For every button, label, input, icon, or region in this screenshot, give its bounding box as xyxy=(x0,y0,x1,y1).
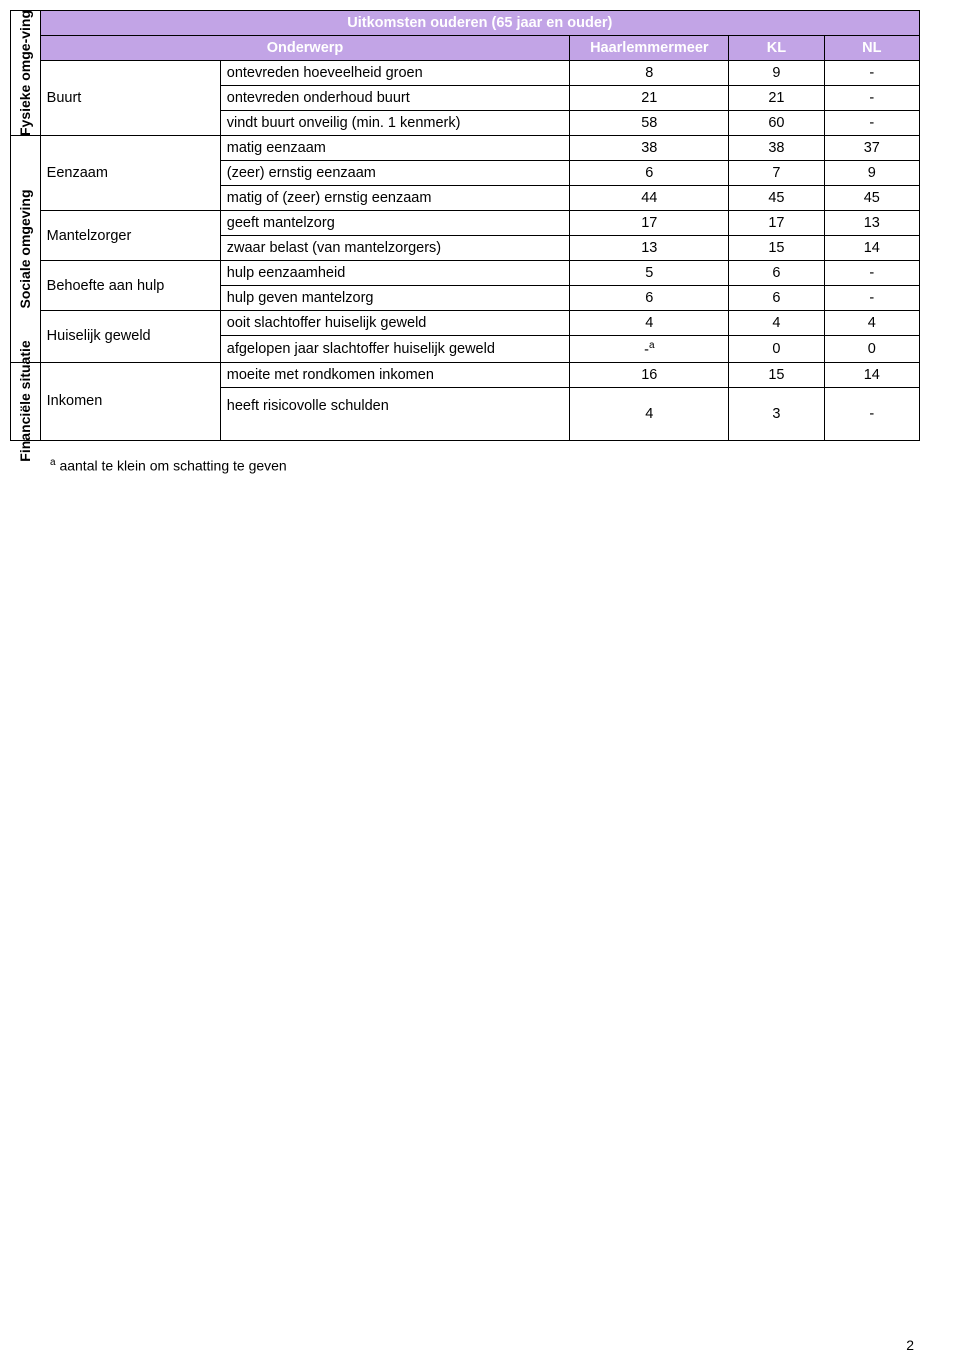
value-kl: 4 xyxy=(729,311,824,336)
value-h: 21 xyxy=(570,86,729,111)
category-financiele-label: Financiële situatie xyxy=(17,341,33,462)
value-nl: 14 xyxy=(824,362,919,387)
value-h: 4 xyxy=(570,387,729,440)
value-h: 5 xyxy=(570,261,729,286)
value-kl: 0 xyxy=(729,336,824,363)
table-title: Uitkomsten ouderen (65 jaar en ouder) xyxy=(40,11,919,36)
data-table: Fysieke omge-ving Uitkomsten ouderen (65… xyxy=(10,10,920,441)
header-haarlemmermeer: Haarlemmermeer xyxy=(570,36,729,61)
indicator-label: zwaar belast (van mantelzorgers) xyxy=(220,236,570,261)
category-fysieke-label: Fysieke omge-ving xyxy=(17,10,33,136)
indicator-label: hulp geven mantelzorg xyxy=(220,286,570,311)
indicator-label: heeft risicovolle schulden xyxy=(220,387,570,440)
category-financiele: Financiële situatie xyxy=(11,362,41,440)
indicator-label: ooit slachtoffer huiselijk geweld xyxy=(220,311,570,336)
header-nl: NL xyxy=(824,36,919,61)
category-sociale: Sociale omgeving xyxy=(11,136,41,363)
indicator-label: vindt buurt onveilig (min. 1 kenmerk) xyxy=(220,111,570,136)
value-h: 6 xyxy=(570,286,729,311)
value-nl: - xyxy=(824,286,919,311)
value-kl: 45 xyxy=(729,186,824,211)
value-kl: 9 xyxy=(729,61,824,86)
subject-mantelzorger: Mantelzorger xyxy=(40,211,220,261)
value-kl: 7 xyxy=(729,161,824,186)
value-h: 8 xyxy=(570,61,729,86)
footnote-text: aantal te klein om schatting te geven xyxy=(59,457,286,473)
value-nl: - xyxy=(824,261,919,286)
value-kl: 17 xyxy=(729,211,824,236)
subject-behoefte: Behoefte aan hulp xyxy=(40,261,220,311)
value-nl: 45 xyxy=(824,186,919,211)
indicator-label: ontevreden onderhoud buurt xyxy=(220,86,570,111)
value-nl: 37 xyxy=(824,136,919,161)
value-h: 58 xyxy=(570,111,729,136)
value-kl: 3 xyxy=(729,387,824,440)
value-nl: 14 xyxy=(824,236,919,261)
value-nl: - xyxy=(824,86,919,111)
value-h: 13 xyxy=(570,236,729,261)
indicator-label: matig eenzaam xyxy=(220,136,570,161)
indicator-label: (zeer) ernstig eenzaam xyxy=(220,161,570,186)
indicator-label: ontevreden hoeveelheid groen xyxy=(220,61,570,86)
indicator-label: geeft mantelzorg xyxy=(220,211,570,236)
value-kl: 15 xyxy=(729,236,824,261)
value-nl: 4 xyxy=(824,311,919,336)
subject-buurt: Buurt xyxy=(40,61,220,136)
value-h: 38 xyxy=(570,136,729,161)
indicator-label: moeite met rondkomen inkomen xyxy=(220,362,570,387)
value-nl: 0 xyxy=(824,336,919,363)
value-nl: - xyxy=(824,61,919,86)
value-kl: 6 xyxy=(729,286,824,311)
value-h: -a xyxy=(570,336,729,363)
footnote-marker: a xyxy=(50,457,56,468)
value-h: 44 xyxy=(570,186,729,211)
value-h: 4 xyxy=(570,311,729,336)
value-h: 17 xyxy=(570,211,729,236)
value-kl: 38 xyxy=(729,136,824,161)
value-h-sup: a xyxy=(649,340,655,351)
category-fysieke: Fysieke omge-ving xyxy=(11,11,41,136)
subject-eenzaam: Eenzaam xyxy=(40,136,220,211)
value-nl: 13 xyxy=(824,211,919,236)
footnote: a aantal te klein om schatting te geven xyxy=(50,457,920,474)
value-kl: 60 xyxy=(729,111,824,136)
value-nl: - xyxy=(824,111,919,136)
page: Fysieke omge-ving Uitkomsten ouderen (65… xyxy=(0,0,960,1367)
value-kl: 15 xyxy=(729,362,824,387)
value-nl: 9 xyxy=(824,161,919,186)
indicator-label: afgelopen jaar slachtoffer huiselijk gew… xyxy=(220,336,570,363)
value-h: 6 xyxy=(570,161,729,186)
page-number: 2 xyxy=(906,1337,914,1353)
subject-huiselijk: Huiselijk geweld xyxy=(40,311,220,363)
indicator-label: matig of (zeer) ernstig eenzaam xyxy=(220,186,570,211)
value-kl: 21 xyxy=(729,86,824,111)
category-sociale-label: Sociale omgeving xyxy=(17,189,33,308)
value-nl: - xyxy=(824,387,919,440)
header-onderwerp: Onderwerp xyxy=(40,36,570,61)
value-h: 16 xyxy=(570,362,729,387)
subject-inkomen: Inkomen xyxy=(40,362,220,440)
header-kl: KL xyxy=(729,36,824,61)
indicator-label: hulp eenzaamheid xyxy=(220,261,570,286)
value-kl: 6 xyxy=(729,261,824,286)
